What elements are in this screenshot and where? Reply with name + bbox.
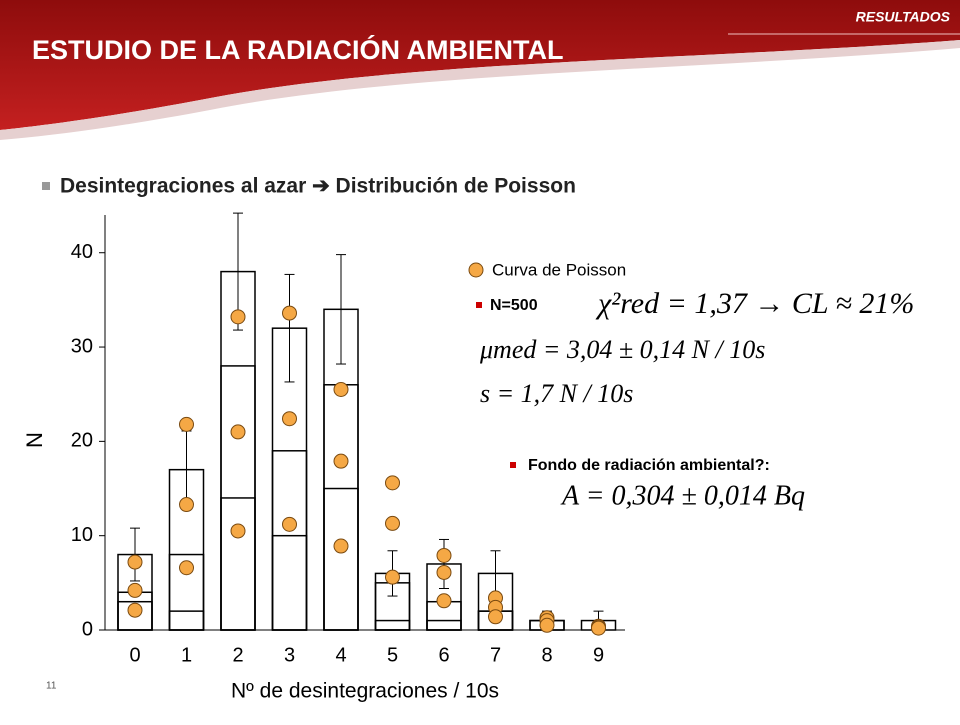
y-tick-label: 20 — [71, 430, 93, 452]
poisson-point — [385, 475, 400, 491]
poisson-point — [179, 497, 194, 513]
x-tick-label: 4 — [335, 644, 346, 666]
section: RESULTADOS — [856, 9, 951, 25]
bullet-icon — [476, 302, 482, 308]
poisson-point — [230, 424, 246, 440]
bar — [220, 497, 256, 631]
page-number: 11 — [46, 681, 57, 692]
bullet-icon — [510, 462, 516, 468]
x-tick-label: 8 — [541, 644, 552, 666]
a-formula: A = 0,304 ± 0,014 Bq — [560, 480, 805, 511]
legend-marker — [468, 262, 484, 278]
poisson-point — [436, 593, 452, 609]
poisson-point — [385, 515, 400, 531]
x-tick-label: 5 — [387, 644, 398, 666]
x-tick-label: 6 — [438, 644, 449, 666]
bar — [323, 487, 359, 631]
x-tick-label: 9 — [593, 644, 604, 666]
poisson-point — [282, 305, 297, 321]
poisson-point — [179, 560, 194, 576]
poisson-point — [282, 411, 297, 427]
y-axis-label: N — [22, 432, 47, 448]
x-tick-label: 7 — [490, 644, 501, 666]
poisson-point — [127, 582, 143, 598]
poisson-point — [591, 620, 606, 636]
x-tick-label: 0 — [129, 644, 140, 666]
x-axis-label: Nº de desintegraciones / 10s — [231, 680, 499, 703]
bullet-icon — [42, 182, 50, 190]
poisson-point — [436, 547, 452, 563]
s-formula: s = 1,7 N / 10s — [480, 379, 633, 408]
legend-label: Curva de Poisson — [492, 260, 626, 279]
poisson-point — [230, 309, 246, 325]
poisson-point — [333, 381, 349, 397]
poisson-point — [230, 523, 246, 539]
y-tick-label: 10 — [71, 524, 93, 546]
chi-formula: χ²red = 1,37 → CL ≈ 21% — [595, 287, 914, 320]
bar — [426, 619, 462, 631]
x-tick-label: 3 — [284, 644, 295, 666]
bar — [117, 600, 153, 631]
y-tick-label: 0 — [82, 618, 93, 640]
poisson-point — [539, 617, 555, 633]
poisson-point — [282, 516, 297, 532]
bar — [374, 619, 411, 631]
bullet: Desintegraciones al azar ➔ Distribución … — [60, 175, 576, 198]
fondo-label: Fondo de radiación ambiental?: — [528, 457, 770, 474]
x-tick-label: 2 — [232, 644, 243, 666]
poisson-point — [385, 569, 400, 585]
n-label: N=500 — [490, 297, 538, 314]
bar — [271, 534, 308, 631]
poisson-point — [179, 416, 194, 432]
title: ESTUDIO DE LA RADIACIÓN AMBIENTAL — [32, 34, 563, 65]
x-tick-label: 1 — [181, 644, 192, 666]
poisson-point — [333, 453, 349, 469]
mu-formula: μmed = 3,04 ± 0,14 N / 10s — [479, 335, 765, 364]
poisson-point — [127, 602, 143, 618]
poisson-point — [127, 554, 143, 570]
poisson-point — [333, 538, 349, 554]
bar — [168, 610, 205, 631]
poisson-point — [436, 564, 452, 580]
header-shadow — [0, 40, 960, 140]
y-tick-label: 30 — [71, 335, 93, 357]
y-tick-label: 40 — [71, 241, 93, 263]
header-band — [0, 0, 960, 130]
poisson-point — [488, 609, 503, 625]
